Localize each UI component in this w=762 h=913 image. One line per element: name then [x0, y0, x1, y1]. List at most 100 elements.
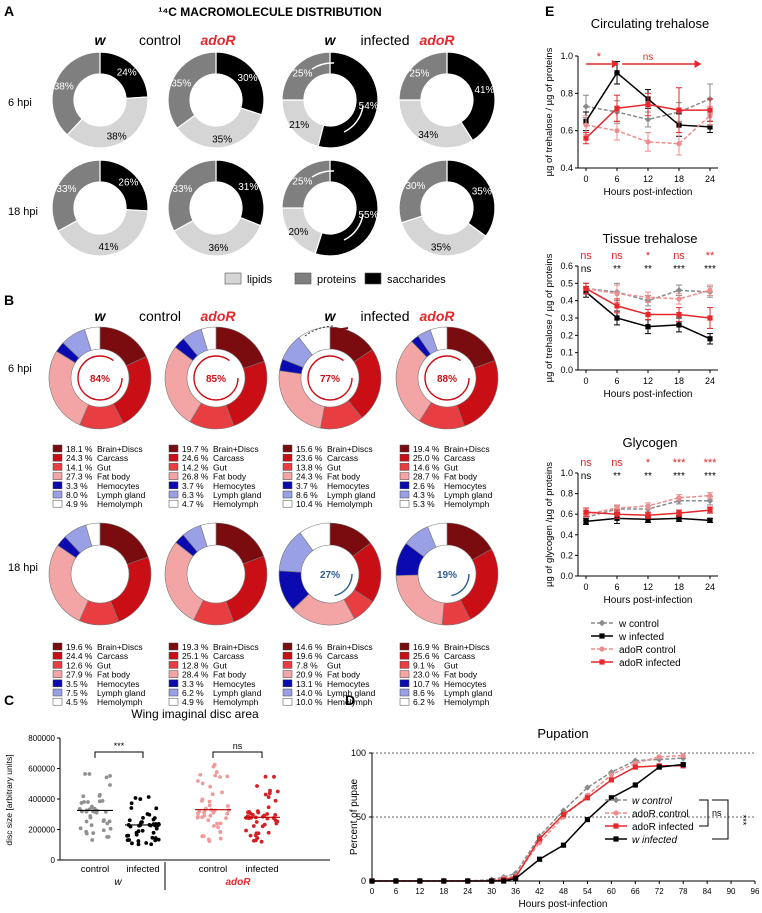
- legend-value: 5.3 %: [413, 499, 435, 509]
- data-point: [207, 803, 212, 808]
- legend-value: 2.6 %: [413, 481, 435, 491]
- tick-label: 24: [705, 174, 715, 184]
- data-point: [200, 797, 205, 802]
- tick-label: 1.0: [560, 51, 573, 61]
- data-point: [608, 795, 614, 801]
- donut-b-slice: [110, 556, 152, 622]
- legend-category: Lymph gland: [327, 688, 376, 698]
- donut-a-slice: [314, 159, 379, 257]
- a-header-control: control: [139, 32, 181, 48]
- legend-swatch: [224, 272, 242, 285]
- tick-label: 24: [463, 887, 472, 896]
- data-point: [560, 842, 567, 848]
- legend-marker: [613, 810, 619, 816]
- data-point: [614, 505, 620, 511]
- tick-label: 0.4: [560, 163, 573, 173]
- legend-label: proteins: [317, 274, 357, 286]
- b-header-infected: infected: [360, 308, 409, 324]
- legend-category: Hemolymph: [327, 499, 373, 509]
- data-point: [676, 510, 682, 516]
- data-point: [104, 775, 109, 780]
- y-axis-title: disc size [arbitrary units]: [4, 754, 14, 845]
- tick-label: 0.8: [560, 88, 573, 98]
- x-axis-title: Hours post-infection: [604, 389, 693, 400]
- data-point: [263, 774, 268, 779]
- legend-value: 23.0 %: [413, 670, 440, 680]
- data-point: [196, 811, 200, 816]
- tick-label: 0.6: [560, 261, 573, 271]
- a-header-adoR1: adoR: [201, 32, 237, 48]
- legend-category: Hemolymph: [97, 499, 143, 509]
- legend-value: 15.6 %: [296, 444, 323, 454]
- panel-letter-e: E: [545, 3, 554, 19]
- x-axis-title: Hours post-infection: [604, 187, 693, 198]
- sig-label: ns: [712, 808, 722, 818]
- data-point: [127, 838, 132, 842]
- data-point: [84, 819, 89, 824]
- legend-category: Gut: [444, 462, 458, 472]
- legend-value: 14.6 %: [413, 462, 440, 472]
- sig-label-black: **: [613, 264, 621, 275]
- legend-marker: [598, 619, 606, 627]
- data-point: [201, 834, 206, 838]
- data-point: [273, 798, 278, 803]
- data-point: [156, 837, 161, 842]
- legend-category: Hemocytes: [213, 679, 256, 689]
- legend-value: 19.6 %: [296, 651, 323, 661]
- legend-value: 8.0 %: [66, 490, 88, 500]
- data-point: [632, 764, 638, 770]
- data-point: [151, 830, 156, 835]
- data-point: [645, 139, 651, 145]
- legend-label: saccharides: [387, 274, 446, 286]
- data-point: [129, 806, 134, 810]
- data-point: [220, 790, 224, 795]
- sig-label-black: ***: [704, 264, 716, 275]
- legend-swatch: [399, 688, 410, 697]
- arrow-head: [694, 60, 702, 68]
- data-point: [90, 838, 95, 842]
- legend-value: 18.1 %: [66, 444, 93, 454]
- legend-marker: [613, 836, 619, 842]
- data-point: [149, 842, 154, 847]
- donut-b-slice: [446, 326, 496, 369]
- legend-swatch: [294, 272, 312, 285]
- legend-swatch: [399, 499, 410, 508]
- legend-marker: [599, 646, 605, 652]
- data-point: [645, 294, 651, 300]
- legend-value: 24.3 %: [66, 453, 93, 463]
- legend-category: Brain+Discs: [327, 444, 373, 454]
- legend-swatch: [282, 642, 293, 651]
- data-point: [583, 122, 589, 128]
- legend-swatch: [399, 481, 410, 490]
- data-point: [583, 509, 589, 515]
- data-point: [614, 105, 620, 111]
- legend-category: Hemocytes: [97, 481, 140, 491]
- legend-swatch: [282, 688, 293, 697]
- legend-value: 4.9 %: [66, 499, 88, 509]
- data-point: [272, 774, 276, 779]
- data-point: [645, 516, 651, 522]
- legend-value: 25.1 %: [182, 651, 209, 661]
- data-point: [266, 830, 271, 835]
- sig-label: ***: [738, 815, 748, 826]
- data-point: [86, 800, 90, 804]
- data-point: [92, 806, 97, 811]
- tick-label: 18: [674, 582, 684, 592]
- legend-value: 4.7 %: [182, 499, 204, 509]
- donut-b-slice: [299, 522, 331, 551]
- donut-a-label: 41%: [474, 85, 494, 96]
- panel-letter-d: D: [345, 692, 355, 708]
- data-point: [255, 784, 259, 788]
- donut-a-slice: [51, 159, 101, 232]
- sig-label-red: *: [646, 250, 651, 262]
- data-point: [128, 824, 133, 829]
- donut-b-slice: [298, 326, 331, 356]
- donut-a-slice: [66, 96, 149, 149]
- data-point: [136, 829, 141, 834]
- tick-label: 0: [361, 876, 366, 886]
- donut-a-label: 25%: [409, 68, 429, 79]
- legend-swatch: [399, 444, 410, 453]
- legend-category: Brain+Discs: [444, 642, 490, 652]
- tick-label: 0: [583, 376, 588, 386]
- legend-marker: [599, 633, 605, 639]
